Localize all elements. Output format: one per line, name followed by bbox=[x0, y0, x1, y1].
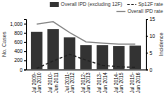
tick-label: 400 bbox=[14, 48, 23, 54]
tick-label: Jul 2012-Jun 2013 bbox=[80, 72, 92, 93]
bar bbox=[80, 45, 91, 69]
tick-mark bbox=[146, 53, 148, 54]
tick-label: 200 bbox=[14, 57, 23, 63]
tick-label: Jul 2009-Jun 2010 bbox=[31, 72, 43, 93]
tick-label: 0 bbox=[20, 67, 23, 73]
axis-line bbox=[24, 20, 27, 70]
tick-mark bbox=[24, 42, 26, 43]
axis-title: No. Cases bbox=[1, 31, 7, 57]
tick-label: 800 bbox=[14, 30, 23, 36]
legend-swatch bbox=[127, 4, 136, 5]
tick-label: 15 bbox=[149, 16, 155, 22]
tick-label: Jul 2011-Jun 2012 bbox=[64, 72, 76, 93]
legend-label: Overall IPD (excluding 12F) bbox=[61, 1, 123, 7]
tick-mark bbox=[24, 60, 26, 61]
tick: 0 bbox=[20, 67, 26, 73]
tick-mark bbox=[146, 19, 148, 20]
tick: Jul 2012-Jun 2013 bbox=[80, 72, 92, 93]
tick-label: 1,000 bbox=[10, 21, 23, 27]
tick: Jul 2009-Jun 2010 bbox=[31, 72, 43, 93]
y-axis: 0 200 400 600 800 1,000 bbox=[10, 20, 27, 73]
tick-mark bbox=[24, 69, 26, 70]
tick-mark bbox=[24, 51, 26, 52]
legend-swatch bbox=[116, 11, 125, 12]
tick-label: Jul 2013-Jun 2014 bbox=[96, 72, 108, 93]
tick: 600 bbox=[14, 39, 26, 45]
line bbox=[37, 22, 136, 45]
tick: 1,000 bbox=[10, 21, 26, 27]
tick: 800 bbox=[14, 30, 26, 36]
tick: 200 bbox=[14, 57, 26, 63]
axis-line bbox=[27, 69, 147, 70]
tick: Jul 2013-Jun 2014 bbox=[96, 72, 108, 93]
tick: Jul 2015-Jun 2016 bbox=[129, 72, 141, 93]
legend-label: Sp12F rate bbox=[138, 1, 163, 7]
tick-label: Jul 2015-Jun 2016 bbox=[129, 72, 141, 93]
tick-label: 600 bbox=[14, 39, 23, 45]
y2-axis: 0 5 10 15 bbox=[146, 16, 155, 72]
tick-label: 0 bbox=[149, 67, 152, 73]
tick-label: Jul 2010-Jun 2011 bbox=[47, 72, 59, 93]
chart: 0 200 400 600 800 1,000 0 5 10 15 Jul 2009-Jun 201… bbox=[0, 0, 165, 96]
legend-label: Overall IPD rate bbox=[127, 8, 163, 14]
tick: 400 bbox=[14, 48, 26, 54]
tick: 10 bbox=[146, 33, 155, 39]
tick-label: 10 bbox=[149, 33, 155, 39]
tick: 0 bbox=[146, 67, 153, 73]
axis-title: Incidence bbox=[158, 32, 164, 56]
axis-line bbox=[146, 20, 148, 70]
tick: Jul 2014-Jun 2015 bbox=[113, 72, 125, 93]
tick-mark bbox=[24, 33, 26, 34]
bar bbox=[64, 37, 75, 69]
line bbox=[37, 54, 136, 68]
bar bbox=[130, 46, 141, 70]
tick: Jul 2011-Jun 2012 bbox=[64, 72, 76, 93]
bar bbox=[31, 32, 42, 70]
tick-mark bbox=[146, 36, 148, 37]
tick: 5 bbox=[146, 50, 153, 56]
legend: Overall IPD (excluding 12F) Sp12F rateOve… bbox=[50, 1, 163, 14]
tick: 15 bbox=[146, 16, 155, 22]
tick-mark bbox=[24, 24, 26, 25]
x-axis: Jul 2009-Jun 2010 Jul 2010-Jun 2011 Jul 20… bbox=[27, 70, 147, 93]
bar bbox=[47, 29, 58, 69]
tick: Jul 2010-Jun 2011 bbox=[47, 72, 59, 93]
tick-label: 5 bbox=[149, 50, 152, 56]
tick-label: Jul 2014-Jun 2015 bbox=[113, 72, 125, 93]
plot-area bbox=[31, 22, 141, 70]
legend-swatch bbox=[50, 2, 59, 7]
